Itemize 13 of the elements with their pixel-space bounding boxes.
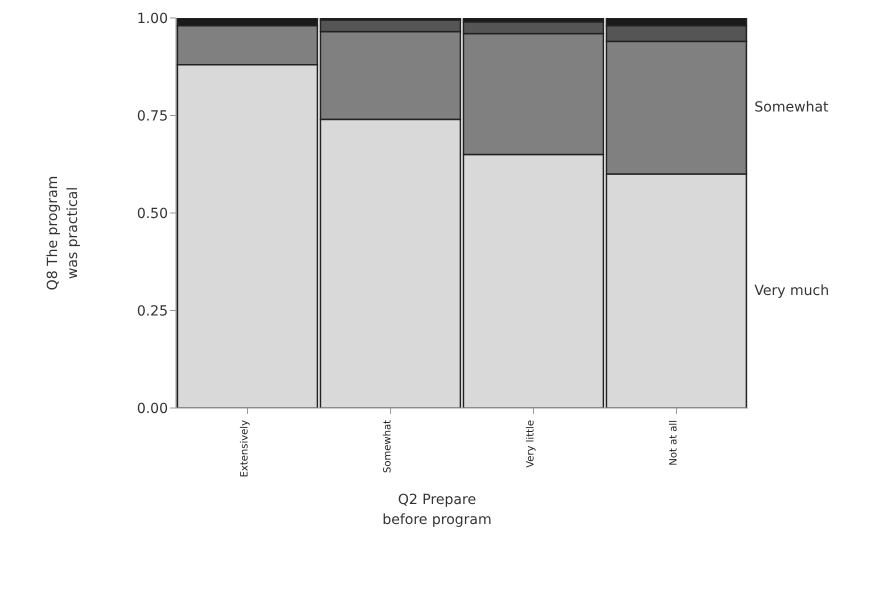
y-tick-label: 0.75	[136, 108, 168, 124]
y-tick-label: 0.00	[136, 400, 168, 417]
x-tick-label: Somewhat	[382, 420, 394, 473]
series-label: Somewhat	[754, 100, 830, 116]
x-tick-label: Extensively	[240, 420, 250, 478]
y-tick-label: 1.00	[136, 10, 168, 27]
y-tick-label: 0.50	[136, 206, 168, 222]
x-tick-label: Very little	[526, 420, 536, 468]
y-axis-title: Q8 The program was practical	[45, 176, 81, 290]
x-tick-label: Not at all	[668, 420, 680, 466]
series-label: Very much	[754, 282, 830, 299]
y-tick-label: 0.25	[136, 303, 168, 320]
x-axis-title: Q2 Prepare before program	[382, 492, 492, 528]
